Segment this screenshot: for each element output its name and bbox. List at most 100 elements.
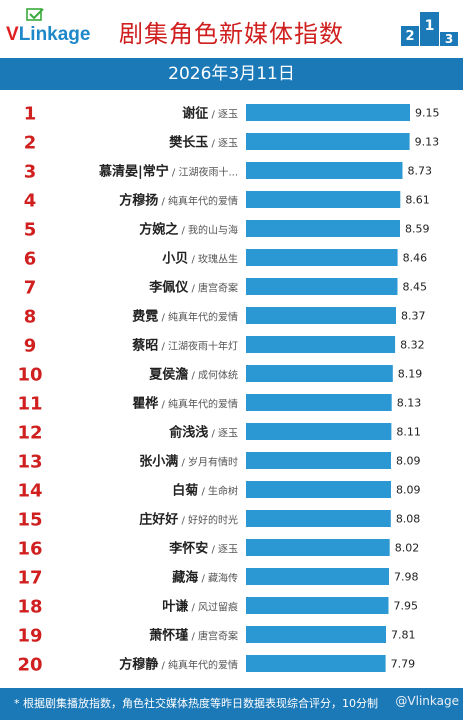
value-label: 7.95 <box>393 600 418 613</box>
category-label: 小贝 / 玫瑰丛生 <box>162 252 238 267</box>
page-title: 剧集角色新媒体指数 <box>119 20 344 48</box>
category-label: 萧怀瑾 / 唐宫奇案 <box>149 628 238 644</box>
drama-name: / 逐玉 <box>208 544 238 556</box>
value-label: 8.73 <box>407 165 432 178</box>
date-banner: 2026年3月11日 <box>0 58 463 90</box>
role-name: 方婉之 <box>139 222 178 238</box>
bar <box>246 336 396 353</box>
role-name: 李怀安 <box>168 541 208 557</box>
podium-icon: 2 1 3 <box>401 12 458 46</box>
bar <box>246 481 391 498</box>
rank-label: 14 <box>17 481 42 502</box>
podium-digit-3: 3 <box>445 32 453 46</box>
bar <box>246 626 386 643</box>
rank-label: 8 <box>24 307 37 328</box>
category-label: 李怀安 / 逐玉 <box>168 541 238 557</box>
bar <box>246 568 389 585</box>
value-label: 8.13 <box>397 397 422 410</box>
drama-name: / 纯真年代的爱情 <box>158 311 238 324</box>
value-label: 8.46 <box>403 252 428 265</box>
drama-name: / 逐玉 <box>208 428 238 440</box>
value-label: 8.11 <box>396 426 421 439</box>
category-label: 谢征 / 逐玉 <box>182 106 238 122</box>
drama-name: / 纯真年代的爱情 <box>158 398 238 411</box>
bar <box>246 597 389 614</box>
header: VLinkage 剧集角色新媒体指数 2 1 3 <box>0 0 463 58</box>
value-label: 8.37 <box>401 310 426 323</box>
role-name: 谢征 <box>182 106 208 122</box>
drama-name: / 岁月有情时 <box>178 456 238 469</box>
category-label: 慕清晏|常宁 / 江湖夜雨十... <box>98 164 238 180</box>
role-name: 蔡昭 <box>131 338 158 354</box>
value-label: 8.09 <box>396 484 421 497</box>
category-label: 白菊 / 生命树 <box>172 483 238 499</box>
drama-name: / 江湖夜雨十... <box>169 166 238 179</box>
drama-name: / 成何体统 <box>188 369 238 382</box>
rank-label: 16 <box>17 539 42 560</box>
drama-name: / 唐宫奇案 <box>188 630 238 643</box>
drama-name: / 风过留痕 <box>188 601 238 614</box>
bar <box>246 365 393 382</box>
role-name: 小贝 <box>162 252 188 267</box>
value-label: 8.61 <box>405 194 430 207</box>
value-label: 8.19 <box>398 368 423 381</box>
rank-label: 17 <box>17 568 42 589</box>
role-name: 方穆静 <box>119 657 158 673</box>
bar <box>246 655 386 672</box>
drama-name: / 玫瑰丛生 <box>188 253 238 266</box>
role-name: 樊长玉 <box>169 135 208 151</box>
value-label: 7.81 <box>391 629 416 642</box>
drama-name: / 我的山与海 <box>178 224 238 237</box>
rank-label: 13 <box>17 452 42 473</box>
drama-name: / 逐玉 <box>208 138 238 150</box>
rank-label: 4 <box>24 191 37 212</box>
category-label: 方穆扬 / 纯真年代的爱情 <box>119 193 238 209</box>
logo-check-icon <box>26 8 44 21</box>
drama-name: / 唐宫奇案 <box>188 282 238 295</box>
value-label: 9.15 <box>415 107 440 120</box>
bar <box>246 307 396 324</box>
bar <box>246 104 410 121</box>
ranking-chart: 1 谢征 / 逐玉 9.15 2 樊长玉 / 逐玉 9.13 3 慕清晏|常宁 / 江湖夜雨十… <box>17 104 440 676</box>
drama-name: / 逐玉 <box>208 109 238 121</box>
drama-name: / 纯真年代的爱情 <box>158 659 238 672</box>
value-label: 8.08 <box>396 513 421 526</box>
category-label: 瞿桦 / 纯真年代的爱情 <box>131 396 238 412</box>
rank-label: 1 <box>24 104 37 125</box>
role-name: 白菊 <box>172 483 198 499</box>
bar <box>246 249 398 266</box>
value-label: 7.98 <box>394 571 419 584</box>
category-label: 夏侯澹 / 成何体统 <box>148 367 238 383</box>
logo: VLinkage <box>6 24 91 45</box>
footer-note: * 根据剧集播放指数，角色社交媒体热度等昨日数据表现综合评分，10分制 <box>0 688 463 720</box>
role-name: 夏侯澹 <box>148 367 188 383</box>
rank-label: 18 <box>17 597 42 618</box>
category-label: 费霓 / 纯真年代的爱情 <box>132 309 238 325</box>
bar <box>246 162 403 179</box>
category-label: 李佩仪 / 唐宫奇案 <box>148 280 238 296</box>
drama-name: / 藏海传 <box>198 572 238 585</box>
value-label: 7.79 <box>391 658 416 671</box>
rank-label: 6 <box>24 249 37 270</box>
bar <box>246 452 391 469</box>
rank-label: 10 <box>17 365 42 386</box>
value-label: 8.02 <box>395 542 420 555</box>
rank-label: 9 <box>24 336 37 357</box>
rank-label: 3 <box>24 162 37 183</box>
drama-name: / 江湖夜雨十年灯 <box>158 340 238 353</box>
bar <box>246 220 400 237</box>
drama-name: / 好好的时光 <box>178 514 238 527</box>
rank-label: 2 <box>24 133 37 154</box>
category-label: 俞浅浅 / 逐玉 <box>168 425 238 441</box>
bar <box>246 539 390 556</box>
drama-name: / 生命树 <box>198 485 238 498</box>
role-name: 费霓 <box>132 309 158 325</box>
category-label: 张小满 / 岁月有情时 <box>139 454 238 470</box>
bar <box>246 278 398 295</box>
bar <box>246 191 401 208</box>
category-label: 庄好好 / 好好的时光 <box>139 512 238 528</box>
value-label: 8.45 <box>402 281 427 294</box>
podium-digit-1: 1 <box>425 18 435 34</box>
rank-label: 7 <box>24 278 37 299</box>
role-name: 慕清晏|常宁 <box>98 164 169 180</box>
